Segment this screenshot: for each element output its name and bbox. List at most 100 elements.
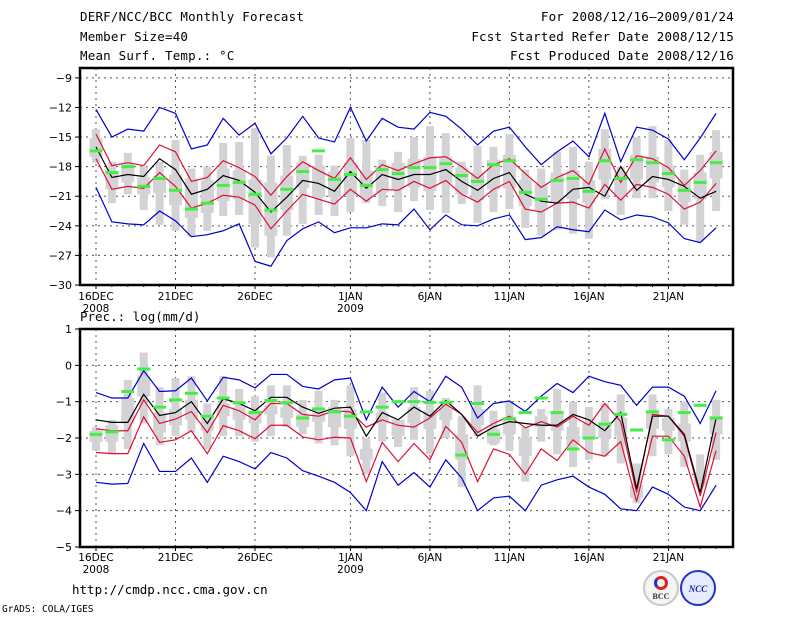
y-tick-label: −30: [49, 279, 72, 292]
ensemble-range-bar: [489, 410, 498, 446]
min-line: [95, 187, 717, 267]
y-tick-label: −5: [56, 541, 72, 554]
ensemble-quartile-box: [232, 407, 246, 420]
y-tick-label: −4: [56, 505, 72, 518]
y-tick-label: 1: [65, 323, 72, 336]
median-marker: [566, 176, 580, 180]
median-marker: [677, 411, 691, 415]
median-marker: [423, 166, 437, 170]
x-tick-year-label: 2009: [337, 303, 364, 315]
median-marker: [296, 416, 310, 420]
ensemble-quartile-box: [518, 438, 532, 457]
ensemble-range-bar: [632, 463, 641, 504]
y-tick-label: −9: [56, 72, 72, 85]
median-marker: [312, 149, 326, 153]
median-marker: [646, 161, 659, 165]
ensemble-quartile-box: [280, 407, 294, 419]
median-marker: [502, 159, 516, 163]
ensemble-quartile-box: [105, 170, 119, 190]
ensemble-mean-line: [95, 146, 717, 213]
ensemble-quartile-box: [693, 172, 707, 200]
median-marker: [582, 436, 596, 440]
x-tick-year-label: 2008: [83, 564, 110, 576]
median-marker: [280, 187, 294, 191]
ensemble-quartile-box: [312, 165, 326, 198]
median-marker: [200, 414, 214, 418]
ensemble-quartile-box: [582, 423, 596, 438]
median-marker: [121, 389, 135, 393]
median-marker: [232, 401, 246, 405]
source-url[interactable]: http://cmdp.ncc.cma.gov.cn: [72, 582, 268, 597]
min-line: [95, 442, 717, 512]
ensemble-quartile-box: [439, 408, 453, 420]
ensemble-quartile-box: [200, 180, 214, 213]
y-tick-label: −24: [49, 220, 72, 233]
ensemble-quartile-box: [407, 407, 421, 424]
median-marker: [248, 192, 262, 196]
member-size: Member Size=40: [80, 29, 189, 44]
ensemble-quartile-box: [709, 416, 723, 435]
ensemble-quartile-box: [105, 425, 119, 442]
median-marker: [630, 428, 644, 432]
x-tick-year-label: 2009: [337, 564, 364, 576]
ensemble-quartile-box: [391, 419, 405, 437]
median-marker: [89, 432, 103, 436]
median-marker: [455, 174, 469, 178]
median-marker: [582, 189, 596, 193]
ensemble-quartile-box: [566, 427, 580, 446]
median-marker: [121, 165, 135, 169]
median-marker: [296, 170, 310, 174]
ensemble-range-bar: [696, 454, 705, 488]
median-marker: [391, 172, 405, 176]
x-tick-label: 26DEC: [237, 291, 272, 303]
median-marker: [677, 188, 691, 192]
median-marker: [661, 438, 675, 442]
median-marker: [423, 400, 437, 404]
median-marker: [280, 401, 294, 405]
ensemble-quartile-box: [534, 184, 548, 211]
grads-credit: GrADS: COLA/IGES: [2, 604, 94, 615]
median-marker: [200, 201, 214, 205]
median-marker: [487, 432, 500, 436]
median-marker: [518, 411, 532, 415]
median-marker: [343, 414, 357, 418]
median-marker: [598, 422, 612, 426]
x-tick-label: 16DEC: [78, 552, 113, 564]
ensemble-quartile-box: [502, 418, 516, 435]
median-marker: [661, 172, 675, 176]
median-marker: [232, 180, 246, 184]
median-marker: [216, 183, 230, 187]
y-tick-label: 0: [65, 359, 72, 372]
y-tick-label: −3: [56, 468, 72, 481]
ensemble-quartile-box: [677, 423, 691, 442]
median-marker: [375, 168, 389, 172]
median-marker: [407, 400, 421, 404]
x-tick-label: 6JAN: [418, 552, 443, 564]
bcc-logo-text: BCC: [652, 592, 670, 601]
ensemble-quartile-box: [296, 162, 310, 189]
median-marker: [137, 367, 151, 371]
ensemble-quartile-box: [280, 175, 294, 211]
plot-frame: [78, 66, 735, 287]
ensemble-quartile-box: [471, 172, 485, 201]
ensemble-mean-line: [95, 393, 717, 493]
median-marker: [614, 176, 628, 180]
ncc-logo-text: NCC: [688, 584, 708, 594]
upper-bound-line: [95, 133, 717, 197]
y-tick-label: −18: [49, 161, 72, 174]
median-marker: [693, 180, 707, 184]
median-marker: [359, 183, 373, 187]
median-marker: [550, 411, 564, 415]
median-marker: [709, 161, 723, 165]
median-marker: [105, 171, 119, 175]
median-marker: [264, 399, 278, 403]
median-marker: [169, 398, 182, 402]
median-marker: [614, 412, 628, 416]
median-marker: [375, 405, 389, 409]
ensemble-quartile-box: [248, 179, 262, 224]
median-marker: [391, 400, 405, 404]
ensemble-quartile-box: [391, 162, 405, 190]
x-tick-label: 21DEC: [158, 291, 193, 303]
median-marker: [709, 416, 723, 420]
